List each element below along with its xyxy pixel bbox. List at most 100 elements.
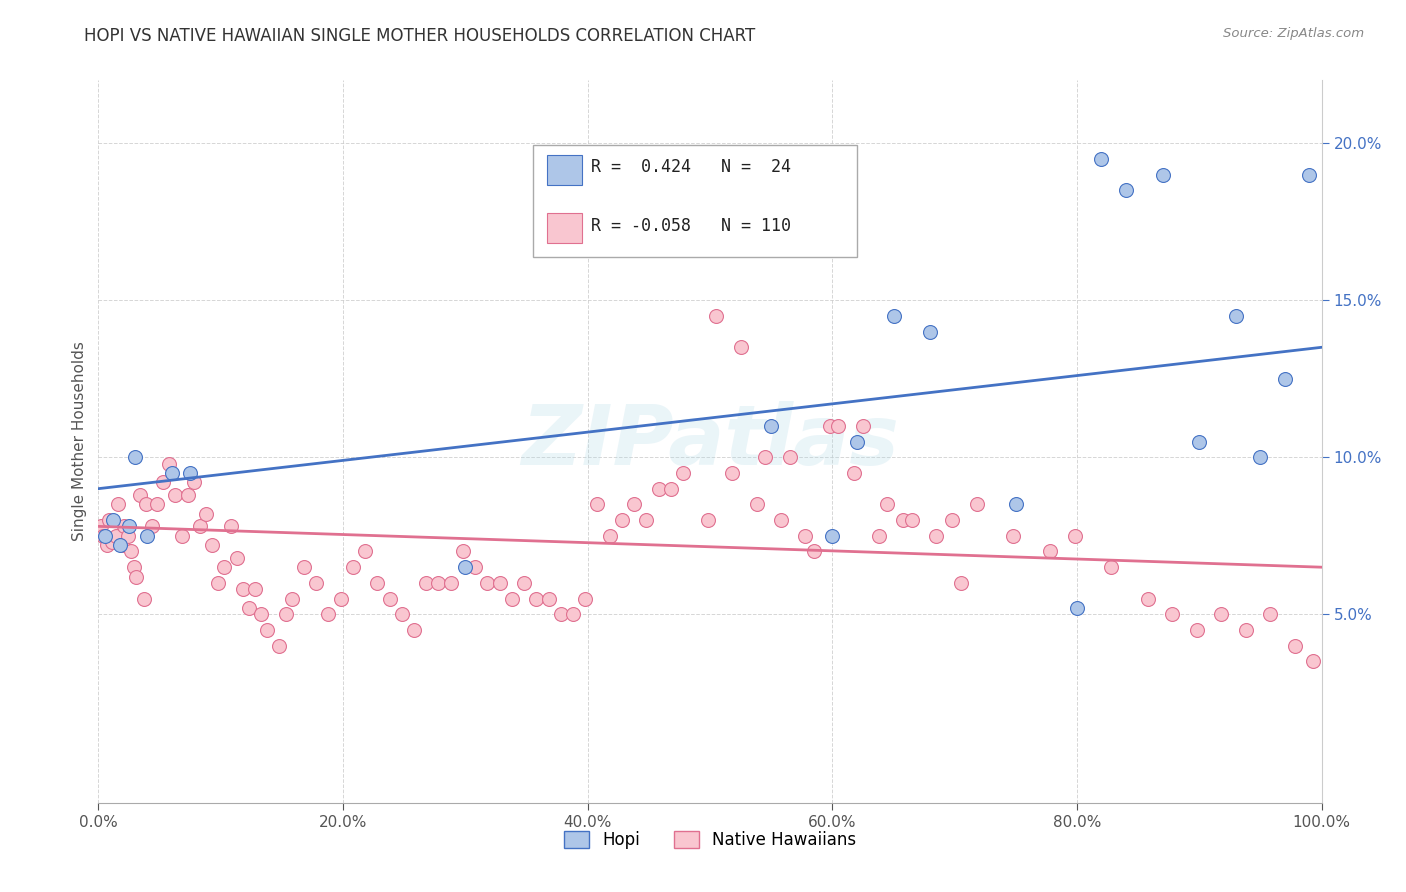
Bar bbox=[547, 212, 582, 243]
Point bbox=[402, 623, 425, 637]
Point bbox=[135, 497, 157, 511]
Point bbox=[165, 488, 187, 502]
Point bbox=[574, 591, 596, 606]
Point bbox=[464, 560, 486, 574]
Point bbox=[256, 623, 278, 637]
Point bbox=[1063, 529, 1085, 543]
Point bbox=[610, 513, 633, 527]
Point bbox=[1302, 655, 1324, 669]
Point bbox=[440, 575, 463, 590]
Point bbox=[1234, 623, 1257, 637]
Point bbox=[803, 544, 825, 558]
Point bbox=[132, 591, 155, 606]
Point bbox=[238, 601, 260, 615]
Point bbox=[415, 575, 437, 590]
Point bbox=[305, 575, 328, 590]
Point bbox=[104, 529, 127, 543]
Point bbox=[1225, 309, 1247, 323]
Point bbox=[730, 340, 752, 354]
Point bbox=[101, 535, 124, 549]
Point bbox=[129, 488, 152, 502]
Point bbox=[623, 497, 645, 511]
Point bbox=[659, 482, 682, 496]
Point bbox=[157, 457, 180, 471]
Point bbox=[232, 582, 254, 597]
Point bbox=[225, 550, 247, 565]
Point bbox=[501, 591, 523, 606]
Y-axis label: Single Mother Households: Single Mother Households bbox=[72, 342, 87, 541]
Text: R = -0.058   N = 110: R = -0.058 N = 110 bbox=[592, 218, 792, 235]
Point bbox=[342, 560, 364, 574]
Point bbox=[868, 529, 890, 543]
Point bbox=[949, 575, 972, 590]
Point bbox=[179, 466, 201, 480]
Point bbox=[524, 591, 547, 606]
Point bbox=[537, 591, 560, 606]
Point bbox=[966, 497, 988, 511]
Point bbox=[107, 497, 129, 511]
Point bbox=[891, 513, 914, 527]
Point bbox=[647, 482, 669, 496]
Point bbox=[883, 309, 905, 323]
Point bbox=[769, 513, 792, 527]
Point bbox=[250, 607, 273, 622]
Point bbox=[280, 591, 302, 606]
Point bbox=[1136, 591, 1159, 606]
Point bbox=[1039, 544, 1062, 558]
Point bbox=[754, 450, 776, 465]
FancyBboxPatch shape bbox=[533, 145, 856, 257]
Point bbox=[721, 466, 744, 480]
Point bbox=[207, 575, 229, 590]
Point bbox=[488, 575, 510, 590]
Point bbox=[827, 418, 849, 433]
Point bbox=[1090, 152, 1112, 166]
Text: R =  0.424   N =  24: R = 0.424 N = 24 bbox=[592, 158, 792, 176]
Point bbox=[120, 544, 142, 558]
Point bbox=[1002, 529, 1025, 543]
Point bbox=[451, 544, 474, 558]
Point bbox=[112, 519, 135, 533]
Point bbox=[1250, 450, 1272, 465]
Point bbox=[292, 560, 315, 574]
Point bbox=[844, 466, 866, 480]
Point bbox=[454, 560, 477, 574]
Point bbox=[391, 607, 413, 622]
Point bbox=[118, 519, 141, 533]
Text: ZIPatlas: ZIPatlas bbox=[522, 401, 898, 482]
Point bbox=[201, 538, 224, 552]
Point bbox=[920, 325, 942, 339]
Point bbox=[821, 529, 844, 543]
Point bbox=[925, 529, 948, 543]
Point bbox=[852, 418, 875, 433]
Point bbox=[122, 560, 145, 574]
Point bbox=[477, 575, 499, 590]
Point bbox=[550, 607, 572, 622]
Point bbox=[93, 529, 115, 543]
Point bbox=[1152, 168, 1174, 182]
Point bbox=[1115, 183, 1137, 197]
Point bbox=[91, 529, 114, 543]
Point bbox=[599, 529, 621, 543]
Point bbox=[96, 538, 118, 552]
Point bbox=[794, 529, 817, 543]
Point bbox=[1004, 497, 1026, 511]
Point bbox=[117, 529, 139, 543]
Point bbox=[1188, 434, 1211, 449]
Point bbox=[329, 591, 352, 606]
Point bbox=[1258, 607, 1281, 622]
Point bbox=[761, 418, 783, 433]
Point bbox=[188, 519, 211, 533]
Point bbox=[636, 513, 658, 527]
Point bbox=[513, 575, 536, 590]
Point bbox=[745, 497, 768, 511]
Point bbox=[366, 575, 388, 590]
Point bbox=[98, 513, 121, 527]
Point bbox=[901, 513, 924, 527]
Point bbox=[146, 497, 169, 511]
Legend: Hopi, Native Hawaiians: Hopi, Native Hawaiians bbox=[557, 824, 863, 856]
Point bbox=[1211, 607, 1233, 622]
Point bbox=[1099, 560, 1122, 574]
Point bbox=[124, 450, 146, 465]
Point bbox=[243, 582, 266, 597]
Point bbox=[427, 575, 450, 590]
